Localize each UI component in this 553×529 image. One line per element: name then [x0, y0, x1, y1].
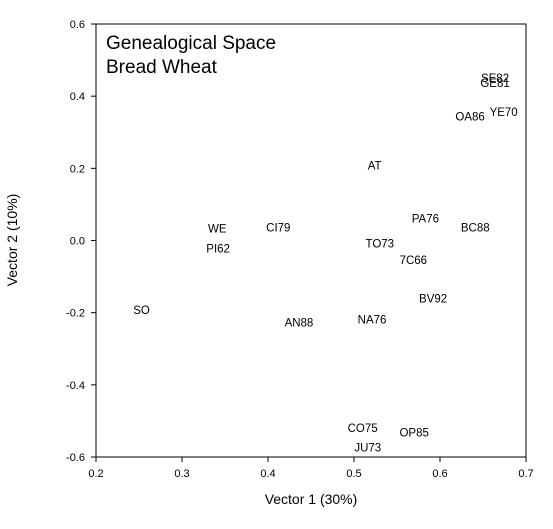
x-tick-label: 0.5: [346, 468, 361, 480]
point-op85: OP85: [399, 427, 428, 439]
point-ge81: GE81: [480, 78, 509, 90]
y-tick-label: 0.0: [70, 236, 85, 248]
x-axis-title: Vector 1 (30%): [265, 491, 358, 507]
point-co75: CO75: [348, 423, 378, 435]
x-tick-label: 0.3: [174, 468, 189, 480]
point-an88: AN88: [285, 317, 314, 329]
point-we: WE: [208, 224, 227, 236]
point-to73: TO73: [366, 239, 395, 251]
x-tick-label: 0.6: [432, 468, 447, 480]
point-se82: SE82: [481, 73, 509, 85]
y-tick-label: 0.4: [70, 91, 85, 103]
chart-title-line-2: Bread Wheat: [106, 57, 218, 78]
point-so: SO: [133, 305, 150, 317]
point-pa76: PA76: [412, 213, 439, 225]
point-bv92: BV92: [419, 294, 447, 306]
point-ju73: JU73: [354, 443, 381, 455]
point-7c66: 7C66: [400, 255, 428, 267]
point-na76: NA76: [358, 315, 387, 327]
x-tick-label: 0.7: [518, 468, 533, 480]
y-axis-title: Vector 2 (10%): [4, 194, 20, 287]
point-ci79: CI79: [266, 223, 290, 235]
x-tick-label: 0.4: [260, 468, 275, 480]
x-axis-ticks: 0.2 0.3 0.4 0.5 0.6 0.7: [88, 457, 534, 480]
point-ye70: YE70: [490, 107, 518, 119]
x-tick-label: 0.2: [88, 468, 103, 480]
plot-area: [95, 23, 527, 458]
y-tick-label: 0.2: [70, 163, 85, 175]
point-oa86: OA86: [455, 112, 484, 124]
y-tick-label: -0.6: [66, 452, 85, 464]
y-axis-ticks: -0.6 -0.4 -0.2 0.0 0.2 0.4 0.6: [66, 19, 96, 464]
y-tick-label: -0.2: [66, 308, 85, 320]
point-bc88: BC88: [461, 223, 490, 235]
y-tick-label: 0.6: [70, 19, 85, 31]
point-pi62: PI62: [206, 243, 230, 255]
point-at: AT: [368, 160, 382, 172]
y-tick-label: -0.4: [66, 380, 85, 392]
chart-title-line-1: Genealogical Space: [106, 33, 276, 54]
